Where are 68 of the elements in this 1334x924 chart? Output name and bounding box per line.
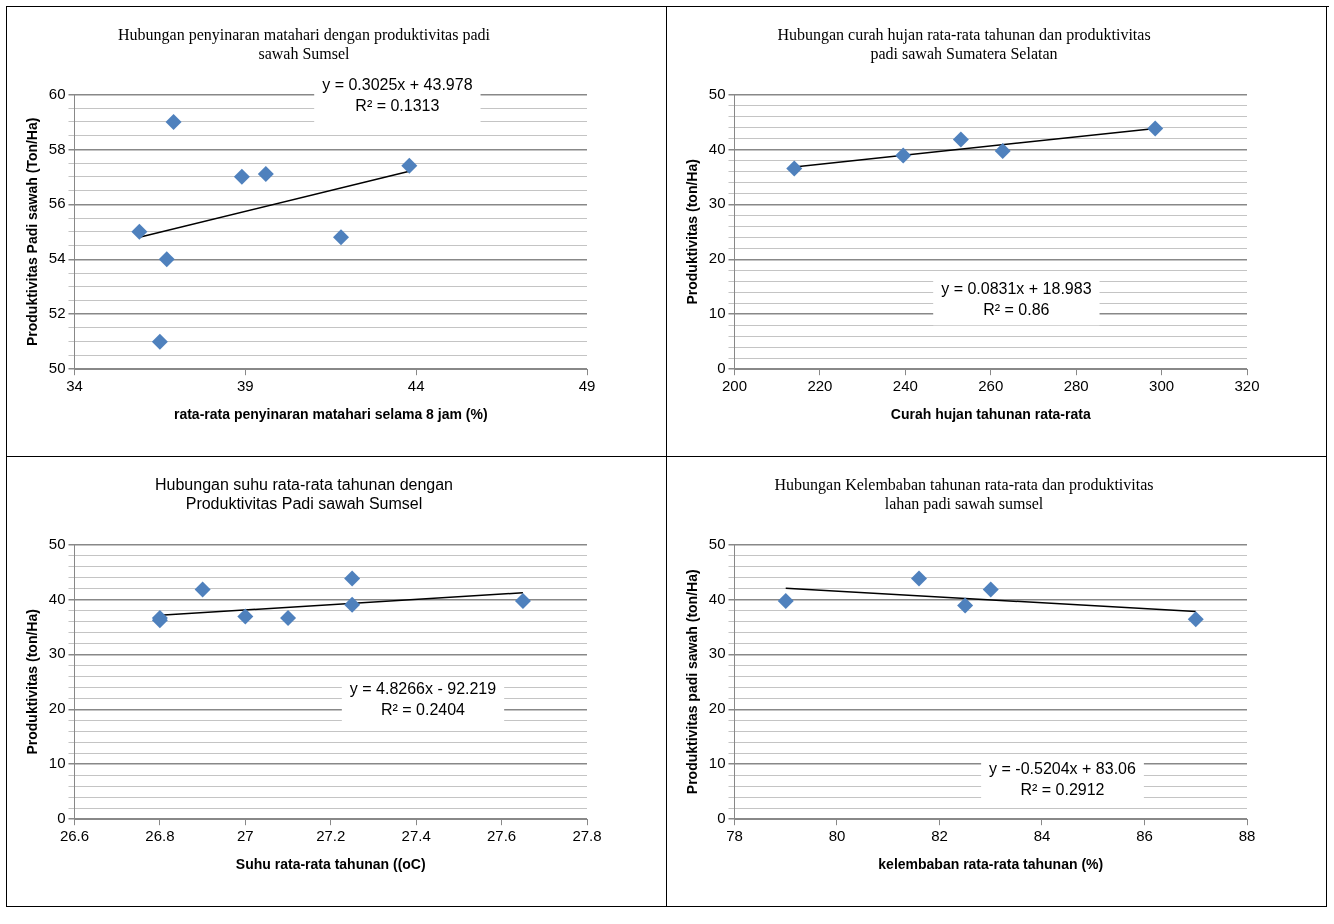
x-tick-label: 260 [978,377,1004,395]
y-axis-title: Produktivitas (ton/Ha) [684,159,701,305]
y-tick-label: 40 [708,589,726,607]
x-tick-label: 34 [66,377,83,395]
chart-title: Hubungan penyinaran matahari dengan produktivitas padi sawah Sumsel [118,25,491,62]
x-tick-label: 78 [726,827,743,845]
y-tick-label: 0 [717,359,726,377]
x-tick-label: 27.4 [401,827,431,845]
text: y = 0.3025x + 43.978 [322,76,473,94]
x-tick-label: 39 [236,377,254,395]
y-tick-label: 40 [48,589,66,607]
annotation: R² = 0.86 [983,300,1050,318]
y-tick-label: 20 [48,699,66,717]
annotation: R² = 0.2404 [380,701,466,719]
y-axis-title: Produktivitas (ton/Ha) [24,609,41,755]
y-axis-title: Produktivitas padi sawah (ton/Ha) [684,569,701,795]
annotation: R² = 0.2912 [1020,780,1105,798]
y-tick-label: 52 [48,304,66,322]
x-tick-label: 84 [1033,827,1051,845]
x-tick-label: 27.8 [572,827,602,845]
x-tick-label: 27 [236,827,254,845]
y-axis-title: Produktivitas Padi sawah (Ton/Ha) [24,117,41,347]
x-tick-label: 320 [1234,377,1260,395]
y-tick-label: 10 [708,304,726,322]
y-tick-label: 54 [48,249,66,267]
y-tick-label: 50 [48,359,66,377]
annotation: y = -0.5204x + 83.06 [989,759,1136,777]
y-tick-label: 50 [48,534,66,552]
x-tick-label: 220 [807,377,833,395]
x-tick-label: 27.2 [316,827,346,845]
annotation: y = 4.8266x - 92.219 [349,680,497,698]
annotation: y = 0.0831x + 18.983 [941,279,1092,297]
x-tick-label: 44 [407,377,425,395]
y-tick-label: 30 [708,194,726,212]
y-tick-label: 50 [708,84,726,102]
x-tick-label: 240 [892,377,918,395]
y-tick-label: 10 [48,754,66,772]
chart-title: Hubungan Kelembaban tahunan rata-rata dan produktivitas lahan padi sawah sumsel [774,475,1154,513]
x-tick-label: 82 [931,827,948,845]
x-tick-label: 26.6 [59,827,90,845]
x-tick-label: 26.8 [145,827,175,845]
x-tick-label: 27.6 [486,827,517,845]
y-tick-label: 58 [48,139,66,157]
x-tick-label: 88 [1238,827,1256,845]
y-tick-label: 60 [48,84,66,102]
x-tick-label: 280 [1063,377,1089,395]
y-tick-label: 0 [717,809,726,827]
x-tick-label: 80 [828,827,846,845]
y-tick-label: 20 [708,699,726,717]
x-axis-title: Suhu rata-rata tahunan ((oC) [235,856,426,873]
x-axis-title: Curah hujan tahunan rata-rata [890,406,1091,423]
x-tick-label: 49 [578,377,596,395]
y-tick-label: 20 [708,249,726,267]
y-tick-label: 30 [708,644,726,662]
y-tick-label: 10 [708,754,726,772]
annotation: R² = 0.1313 [355,97,440,115]
x-axis-title: rata-rata penyinaran matahari selama 8 jam (%) [173,406,488,423]
x-tick-label: 200 [721,377,747,395]
y-tick-label: 30 [48,644,66,662]
x-axis-title: kelembaban rata-rata tahunan (%) [878,856,1104,873]
x-tick-label: 86 [1136,827,1153,845]
y-tick-label: 0 [57,809,66,827]
y-tick-label: 40 [708,139,726,157]
chart-title: Hubungan suhu rata-rata tahunan dengan Produktivitas Padi sawah Sumsel [154,476,454,513]
y-tick-label: 50 [708,534,726,552]
chart-title: Hubungan curah hujan rata-rata tahunan dan produktivitas padi sawah Sumatera Selatan [777,25,1151,63]
x-tick-label: 300 [1149,377,1175,395]
y-tick-label: 56 [48,194,66,212]
